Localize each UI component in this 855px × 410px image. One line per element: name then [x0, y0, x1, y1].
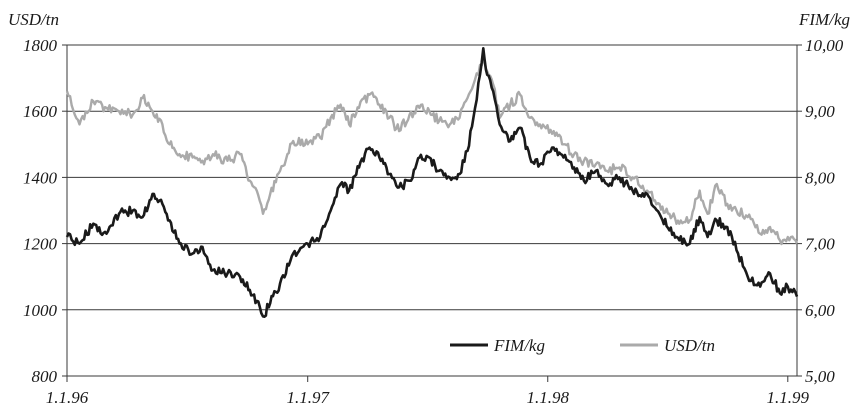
- right-tick-label: 6,00: [805, 301, 835, 320]
- x-tick-label: 1.1.97: [286, 388, 330, 407]
- right-tick-label: 5,00: [805, 367, 835, 386]
- left-axis-label: USD/tn: [8, 10, 59, 29]
- x-tick-labels: 1.1.96 1.1.97 1.1.98 1.1.99: [46, 388, 810, 407]
- x-tick-label: 1.1.98: [526, 388, 569, 407]
- x-tick-label: 1.1.96: [46, 388, 89, 407]
- left-tick-label: 1600: [23, 102, 58, 121]
- legend: FIM/kg USD/tn: [450, 336, 715, 355]
- right-tick-label: 10,00: [805, 36, 844, 55]
- axes: [62, 44, 802, 382]
- x-tick-label: 1.1.99: [767, 388, 810, 407]
- series-line-usd-tn: [65, 57, 799, 246]
- right-axis-label: FIM/kg: [798, 10, 850, 29]
- right-tick-label: 9,00: [805, 102, 835, 121]
- right-tick-labels: 10,00 9,00 8,00 7,00 6,00 5,00: [805, 36, 844, 386]
- left-tick-labels: 1800 1600 1400 1200 1000 800: [23, 36, 58, 386]
- left-tick-label: 1200: [23, 235, 58, 254]
- series-line-fim-kg: [65, 47, 799, 318]
- left-tick-label: 1800: [23, 36, 58, 55]
- left-tick-label: 800: [32, 367, 58, 386]
- left-tick-label: 1400: [23, 168, 58, 187]
- gridlines: [67, 110, 797, 311]
- right-tick-label: 7,00: [805, 235, 835, 254]
- left-tick-label: 1000: [23, 301, 58, 320]
- right-tick-label: 8,00: [805, 168, 835, 187]
- legend-label-usd: USD/tn: [664, 336, 715, 355]
- series-layer: [65, 47, 799, 318]
- legend-label-fim: FIM/kg: [493, 336, 545, 355]
